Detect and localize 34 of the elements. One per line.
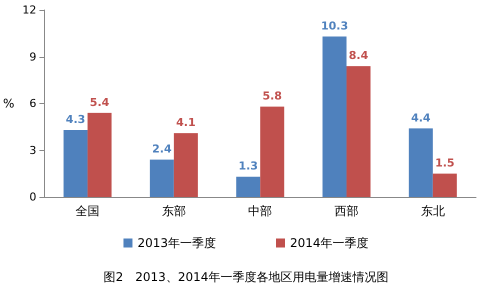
x-tick-label: 中部 bbox=[248, 204, 272, 218]
bar bbox=[64, 130, 88, 197]
text: 图2 2013、2014年一季度各地区用电量增速情况图 bbox=[104, 270, 388, 284]
bar bbox=[432, 174, 457, 197]
bar bbox=[88, 112, 112, 197]
y-tick-label: 6 bbox=[29, 97, 36, 110]
y-tick-label: 12 bbox=[22, 4, 36, 16]
y-tick-label: 9 bbox=[29, 50, 36, 64]
bar bbox=[174, 133, 198, 197]
data-label: 5.4 bbox=[90, 96, 110, 109]
data-label: 5.8 bbox=[262, 90, 282, 103]
bar bbox=[236, 176, 260, 197]
data-label: 4.1 bbox=[176, 116, 196, 130]
x-tick-label: 东部 bbox=[162, 204, 186, 218]
data-label: 4.3 bbox=[66, 112, 86, 126]
legend-label: 2014年一季度 bbox=[290, 236, 369, 250]
data-label: 8.4 bbox=[348, 49, 369, 62]
bar bbox=[322, 36, 347, 197]
bar bbox=[408, 128, 433, 197]
y-tick-label: 0 bbox=[29, 190, 36, 204]
x-tick-label: 全国 bbox=[76, 204, 100, 218]
y-tick-label: 3 bbox=[29, 144, 36, 157]
data-label: 4.4 bbox=[411, 111, 431, 124]
data-label: 10.3 bbox=[320, 19, 348, 32]
x-tick-label: 东北 bbox=[420, 204, 445, 218]
legend-label: 2013年一季度 bbox=[137, 236, 216, 250]
data-label: 1.3 bbox=[238, 160, 258, 173]
bar bbox=[260, 106, 284, 197]
bar bbox=[346, 66, 371, 197]
bar bbox=[150, 160, 174, 197]
y-axis-title: % bbox=[2, 96, 14, 110]
data-label: 1.5 bbox=[435, 156, 455, 170]
data-label: 2.4 bbox=[152, 142, 172, 156]
x-tick-label: 西部 bbox=[334, 204, 359, 218]
